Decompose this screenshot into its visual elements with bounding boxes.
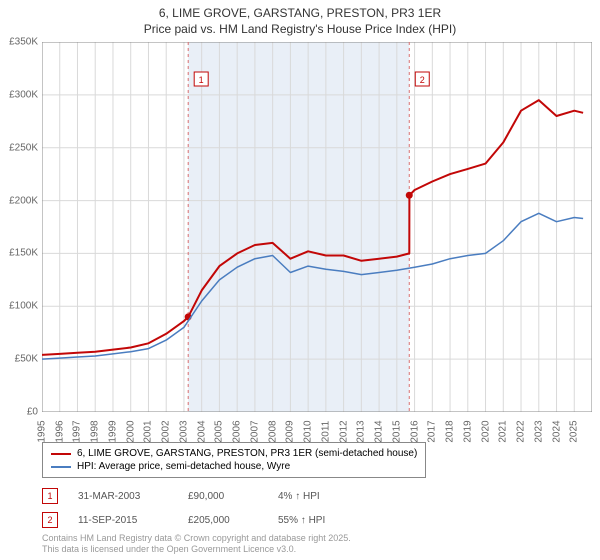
x-tick-label: 2009 <box>285 420 296 442</box>
sale-pct-2: 55% ↑ HPI <box>278 515 325 526</box>
attribution-line2: This data is licensed under the Open Gov… <box>42 544 351 556</box>
attribution-line1: Contains HM Land Registry data © Crown c… <box>42 533 351 545</box>
x-tick-label: 1998 <box>90 420 101 442</box>
x-tick-label: 2020 <box>480 420 491 442</box>
x-tick-label: 2012 <box>338 420 349 442</box>
x-tick-label: 1999 <box>107 420 118 442</box>
y-tick-label: £200K <box>9 195 38 206</box>
x-tick-label: 2016 <box>409 420 420 442</box>
x-tick-label: 2006 <box>232 420 243 442</box>
legend-swatch-2 <box>51 466 71 468</box>
x-tick-label: 2011 <box>320 421 331 443</box>
y-tick-label: £350K <box>9 37 38 48</box>
sale-row-2: 2 11-SEP-2015 £205,000 55% ↑ HPI <box>42 512 325 528</box>
x-tick-label: 2015 <box>391 420 402 442</box>
x-tick-label: 2019 <box>462 420 473 442</box>
x-tick-label: 2018 <box>445 420 456 442</box>
legend-row-2: HPI: Average price, semi-detached house,… <box>51 460 417 473</box>
y-tick-label: £50K <box>15 354 38 365</box>
x-tick-label: 2013 <box>356 420 367 442</box>
x-tick-label: 2017 <box>427 420 438 442</box>
attribution: Contains HM Land Registry data © Crown c… <box>42 533 351 556</box>
x-tick-label: 2005 <box>214 420 225 442</box>
sale-price-2: £205,000 <box>188 515 258 526</box>
x-tick-label: 2008 <box>267 420 278 442</box>
y-tick-label: £0 <box>27 407 38 418</box>
title-line1: 6, LIME GROVE, GARSTANG, PRESTON, PR3 1E… <box>0 6 600 22</box>
legend: 6, LIME GROVE, GARSTANG, PRESTON, PR3 1E… <box>42 442 426 478</box>
sale-marker-1: 1 <box>42 488 58 504</box>
x-tick-label: 1996 <box>54 420 65 442</box>
title-line2: Price paid vs. HM Land Registry's House … <box>0 22 600 38</box>
sale-row-1: 1 31-MAR-2003 £90,000 4% ↑ HPI <box>42 488 320 504</box>
line-chart-svg: 12 <box>42 42 592 412</box>
x-tick-label: 2007 <box>249 420 260 442</box>
sale-marker-2: 2 <box>42 512 58 528</box>
x-tick-label: 2024 <box>551 420 562 442</box>
x-tick-label: 2010 <box>303 420 314 442</box>
y-tick-label: £300K <box>9 89 38 100</box>
svg-text:1: 1 <box>199 75 204 85</box>
x-tick-label: 2003 <box>178 420 189 442</box>
y-tick-label: £100K <box>9 301 38 312</box>
legend-label-2: HPI: Average price, semi-detached house,… <box>77 461 290 472</box>
x-tick-label: 2004 <box>196 420 207 442</box>
x-tick-label: 2023 <box>533 420 544 442</box>
sale-date-2: 11-SEP-2015 <box>78 515 168 526</box>
x-tick-label: 2001 <box>143 420 154 442</box>
legend-swatch-1 <box>51 453 71 455</box>
sale-price-1: £90,000 <box>188 491 258 502</box>
legend-label-1: 6, LIME GROVE, GARSTANG, PRESTON, PR3 1E… <box>77 448 417 459</box>
x-tick-label: 1995 <box>37 420 48 442</box>
x-tick-label: 2021 <box>498 420 509 442</box>
x-tick-label: 2014 <box>374 420 385 442</box>
chart-title: 6, LIME GROVE, GARSTANG, PRESTON, PR3 1E… <box>0 0 600 37</box>
x-tick-label: 2002 <box>161 420 172 442</box>
x-tick-label: 2000 <box>125 420 136 442</box>
chart-area: 12 £0£50K£100K£150K£200K£250K£300K£350K1… <box>42 42 592 412</box>
sale-pct-1: 4% ↑ HPI <box>278 491 320 502</box>
x-tick-label: 1997 <box>72 420 83 442</box>
x-tick-label: 2025 <box>569 420 580 442</box>
svg-text:2: 2 <box>420 75 425 85</box>
y-tick-label: £250K <box>9 142 38 153</box>
legend-row-1: 6, LIME GROVE, GARSTANG, PRESTON, PR3 1E… <box>51 447 417 460</box>
sale-date-1: 31-MAR-2003 <box>78 491 168 502</box>
y-tick-label: £150K <box>9 248 38 259</box>
x-tick-label: 2022 <box>516 420 527 442</box>
